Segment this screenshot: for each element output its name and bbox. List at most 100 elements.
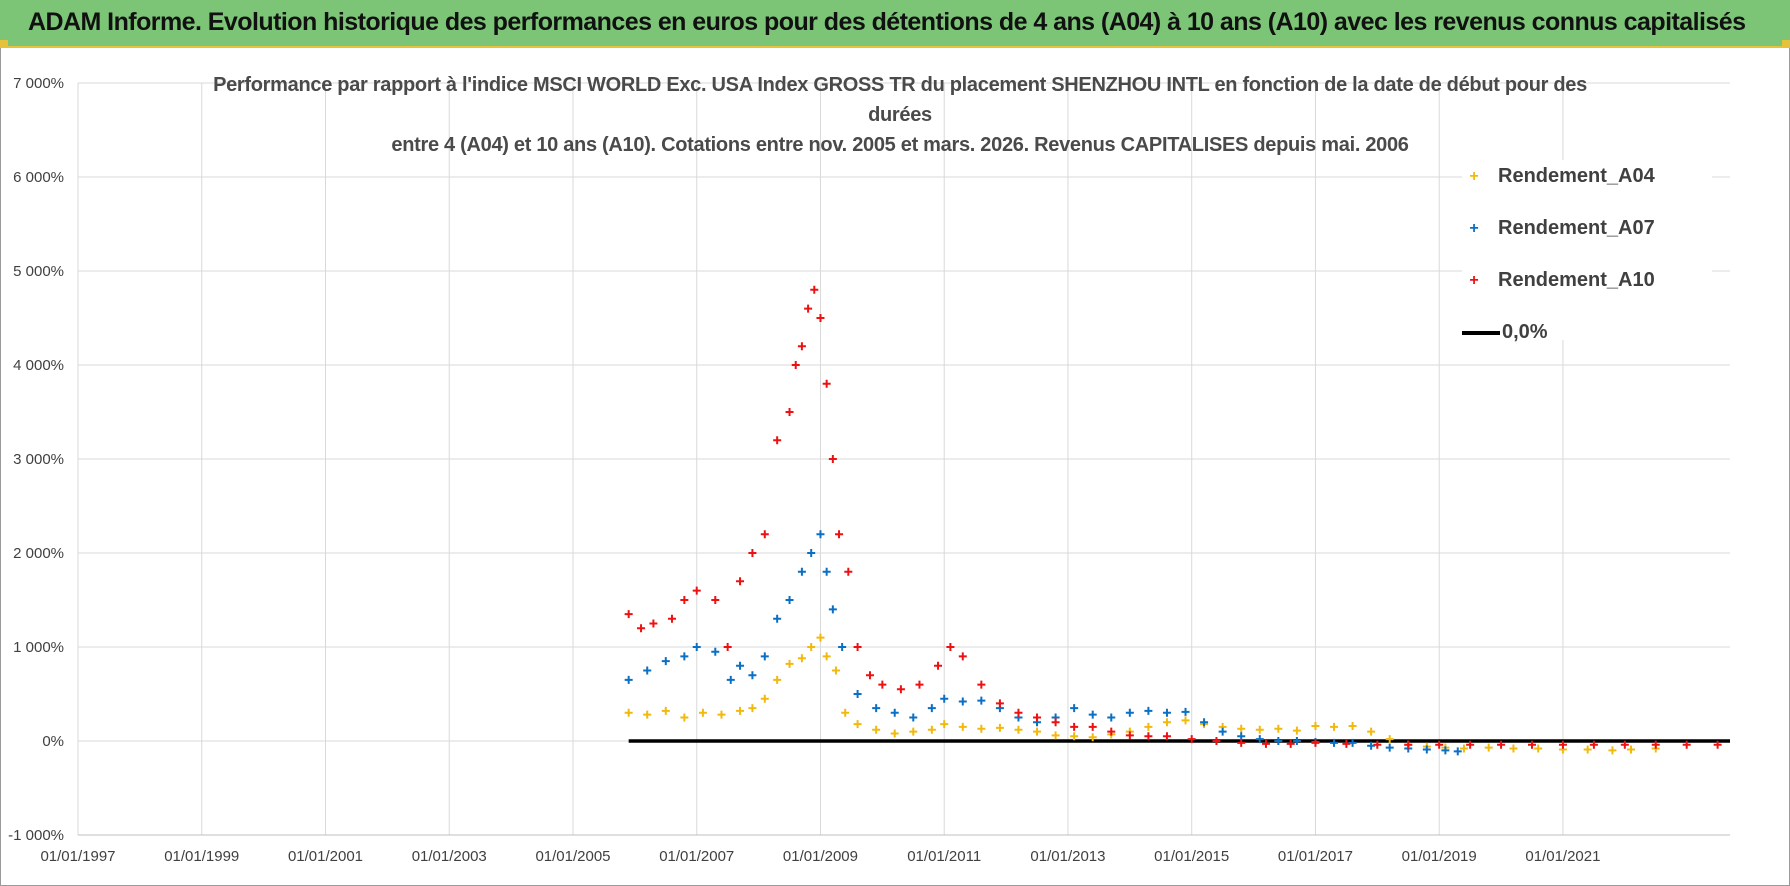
y-tick-label: 3 000% <box>13 451 64 468</box>
data-point-rendement-a04 <box>958 722 967 731</box>
data-point-rendement-a07 <box>909 713 918 722</box>
y-tick-label: 6 000% <box>13 169 64 186</box>
data-point-rendement-a07 <box>661 657 670 666</box>
chart-title: Performance par rapport à l'indice MSCI … <box>170 70 1630 160</box>
data-point-rendement-a10 <box>1051 718 1060 727</box>
x-tick-label: 01/01/2007 <box>659 848 734 865</box>
y-tick-label: 5 000% <box>13 263 64 280</box>
data-point-rendement-a10 <box>915 680 924 689</box>
data-point-rendement-a10 <box>1286 739 1295 748</box>
data-point-rendement-a04 <box>1292 726 1301 735</box>
data-point-rendement-a07 <box>680 652 689 661</box>
data-point-rendement-a04 <box>1330 722 1339 731</box>
y-tick-label: 7 000% <box>13 75 64 92</box>
x-tick-label: 01/01/2013 <box>1030 848 1105 865</box>
data-point-rendement-a10 <box>736 577 745 586</box>
data-point-rendement-a10 <box>692 586 701 595</box>
x-tick-label: 01/01/2009 <box>783 848 858 865</box>
data-point-rendement-a07 <box>816 530 825 539</box>
data-point-rendement-a07 <box>692 643 701 651</box>
data-point-rendement-a04 <box>1348 721 1357 730</box>
data-point-rendement-a04 <box>1014 725 1023 734</box>
data-point-rendement-a10 <box>1261 739 1270 748</box>
corner-mark-right <box>1782 40 1790 48</box>
data-point-rendement-a04 <box>890 729 899 738</box>
data-point-rendement-a10 <box>828 455 837 463</box>
y-tick-label: -1 000% <box>8 827 64 844</box>
data-point-rendement-a07 <box>828 605 837 614</box>
x-tick-label: 01/01/2021 <box>1525 848 1600 865</box>
data-point-rendement-a07 <box>940 694 949 703</box>
data-point-rendement-a10 <box>1682 740 1691 749</box>
x-tick-label: 01/01/1997 <box>40 848 115 865</box>
data-point-rendement-a04 <box>816 633 825 642</box>
data-point-rendement-a04 <box>661 706 670 715</box>
data-point-rendement-a10 <box>723 643 732 651</box>
data-point-rendement-a04 <box>1484 743 1493 752</box>
y-tick-label: 1 000% <box>13 639 64 656</box>
data-point-rendement-a04 <box>1534 744 1543 753</box>
legend-label-a04: Rendement_A04 <box>1498 165 1655 187</box>
data-point-rendement-a04 <box>1237 724 1246 733</box>
data-point-rendement-a04 <box>909 727 918 736</box>
legend-item-a07: + Rendement_A07 <box>1462 217 1655 247</box>
data-point-rendement-a10 <box>1237 738 1246 747</box>
data-point-rendement-a04 <box>841 708 850 717</box>
data-point-rendement-a10 <box>865 671 874 680</box>
legend-item-zero: 0,0% <box>1462 321 1548 351</box>
data-point-rendement-a07 <box>1441 746 1450 755</box>
data-point-rendement-a07 <box>760 652 769 661</box>
data-point-rendement-a10 <box>1342 739 1351 748</box>
legend-label-zero: 0,0% <box>1502 321 1548 343</box>
data-point-rendement-a07 <box>726 675 735 684</box>
page-title: ADAM Informe. Evolution historique des p… <box>28 8 1746 36</box>
data-point-rendement-a04 <box>1459 744 1468 753</box>
data-point-rendement-a10 <box>1187 735 1196 744</box>
data-point-rendement-a07 <box>773 614 782 623</box>
data-point-rendement-a04 <box>1033 727 1042 736</box>
data-point-rendement-a04 <box>1070 732 1079 741</box>
data-point-rendement-a10 <box>1558 740 1567 749</box>
data-point-rendement-a07 <box>890 708 899 717</box>
data-point-rendement-a04 <box>643 710 652 719</box>
data-point-rendement-a04 <box>977 724 986 733</box>
data-point-rendement-a10 <box>810 285 819 294</box>
data-point-rendement-a07 <box>736 661 745 670</box>
data-point-rendement-a10 <box>878 680 887 689</box>
data-point-rendement-a07 <box>1200 718 1209 727</box>
data-point-rendement-a07 <box>1453 747 1462 756</box>
data-point-rendement-a04 <box>797 654 806 663</box>
data-point-rendement-a10 <box>711 596 720 604</box>
data-point-rendement-a04 <box>680 713 689 722</box>
data-point-rendement-a04 <box>736 706 745 715</box>
data-point-rendement-a07 <box>1070 704 1079 713</box>
data-point-rendement-a04 <box>717 710 726 719</box>
data-point-rendement-a04 <box>822 652 831 661</box>
data-point-rendement-a04 <box>1608 746 1617 755</box>
data-point-rendement-a10 <box>748 549 757 557</box>
data-point-rendement-a07 <box>643 666 652 675</box>
data-point-rendement-a10 <box>667 614 676 623</box>
data-point-rendement-a10 <box>1651 740 1660 749</box>
data-point-rendement-a04 <box>1385 735 1394 744</box>
data-point-rendement-a07 <box>748 671 757 680</box>
data-point-rendement-a07 <box>927 704 936 713</box>
data-point-rendement-a04 <box>1181 716 1190 725</box>
data-point-rendement-a10 <box>773 436 782 445</box>
x-tick-label: 01/01/2019 <box>1402 848 1477 865</box>
data-point-rendement-a07 <box>1255 735 1264 744</box>
data-point-rendement-a10 <box>995 699 1004 708</box>
data-point-rendement-a10 <box>816 314 825 322</box>
data-point-rendement-a10 <box>822 379 831 388</box>
data-point-rendement-a10 <box>1107 727 1116 736</box>
data-point-rendement-a07 <box>797 567 806 576</box>
x-tick-label: 01/01/1999 <box>164 848 239 865</box>
data-point-rendement-a04 <box>940 720 949 729</box>
data-point-rendement-a04 <box>995 723 1004 732</box>
data-point-rendement-a10 <box>835 530 844 539</box>
legend-label-a07: Rendement_A07 <box>1498 217 1655 239</box>
data-point-rendement-a10 <box>1404 740 1413 749</box>
data-point-rendement-a04 <box>853 720 862 729</box>
data-point-rendement-a10 <box>1620 740 1629 749</box>
data-point-rendement-a07 <box>785 596 794 604</box>
